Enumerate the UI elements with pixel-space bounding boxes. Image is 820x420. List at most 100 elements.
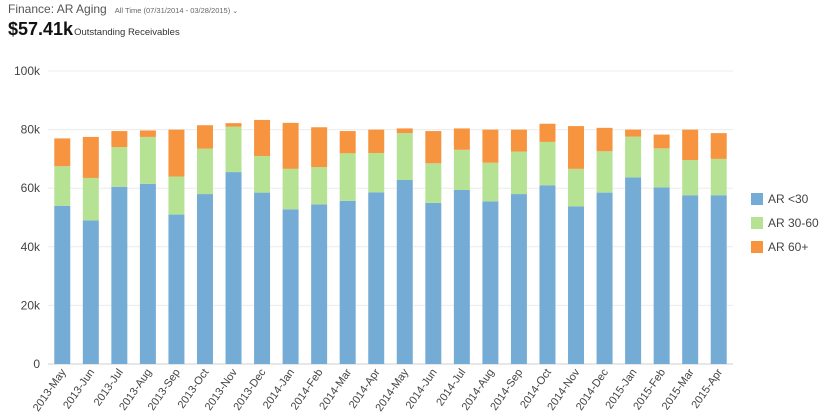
bar-segment[interactable] [282, 168, 299, 210]
bar-segment[interactable] [453, 128, 470, 150]
bar-segment[interactable] [82, 136, 99, 178]
bar-stack[interactable] [539, 123, 556, 364]
bar-segment[interactable] [196, 148, 213, 195]
bar-segment[interactable] [139, 183, 156, 364]
bar-segment[interactable] [311, 167, 328, 205]
bar-segment[interactable] [653, 187, 670, 364]
bar-segment[interactable] [682, 160, 699, 196]
bar-segment[interactable] [254, 119, 271, 156]
bar-stack[interactable] [682, 129, 699, 364]
bar-segment[interactable] [682, 195, 699, 364]
bar-stack[interactable] [111, 131, 128, 364]
bar-segment[interactable] [682, 129, 699, 161]
bar-segment[interactable] [311, 127, 328, 168]
bar-stack[interactable] [396, 128, 413, 364]
bar-segment[interactable] [282, 209, 299, 364]
bar-stack[interactable] [425, 131, 442, 364]
bar-segment[interactable] [368, 153, 385, 193]
bar-segment[interactable] [596, 127, 613, 152]
bar-segment[interactable] [368, 129, 385, 154]
bar-segment[interactable] [596, 192, 613, 364]
bar-segment[interactable] [225, 123, 242, 127]
bar-stack[interactable] [254, 119, 271, 364]
bar-segment[interactable] [396, 133, 413, 180]
legend-item[interactable]: AR 30-60 [751, 216, 819, 230]
bar-segment[interactable] [425, 131, 442, 164]
bar-segment[interactable] [568, 126, 585, 169]
bar-stack[interactable] [225, 123, 242, 364]
bar-stack[interactable] [710, 133, 727, 364]
bar-stack[interactable] [482, 129, 499, 364]
bar-segment[interactable] [168, 129, 185, 177]
bar-segment[interactable] [510, 194, 527, 364]
bar-segment[interactable] [225, 126, 242, 173]
bar-stack[interactable] [625, 129, 642, 364]
bar-stack[interactable] [568, 126, 585, 364]
bar-segment[interactable] [196, 194, 213, 364]
bar-segment[interactable] [111, 186, 128, 364]
bar-segment[interactable] [482, 129, 499, 163]
bar-segment[interactable] [196, 125, 213, 149]
bar-segment[interactable] [568, 168, 585, 207]
bar-stack[interactable] [339, 131, 356, 364]
bar-stack[interactable] [196, 125, 213, 364]
bar-stack[interactable] [311, 127, 328, 364]
legend-item[interactable]: AR 60+ [751, 240, 808, 254]
bar-segment[interactable] [254, 155, 271, 193]
bar-segment[interactable] [168, 214, 185, 364]
bar-segment[interactable] [139, 136, 156, 184]
bar-segment[interactable] [339, 153, 356, 201]
bar-stack[interactable] [139, 130, 156, 364]
bar-segment[interactable] [54, 138, 71, 167]
bar-segment[interactable] [596, 151, 613, 193]
bar-segment[interactable] [625, 136, 642, 178]
bar-segment[interactable] [453, 149, 470, 190]
bar-segment[interactable] [339, 131, 356, 154]
bar-segment[interactable] [368, 192, 385, 364]
bar-segment[interactable] [396, 179, 413, 364]
bar-segment[interactable] [568, 206, 585, 364]
bar-stack[interactable] [510, 129, 527, 364]
bar-segment[interactable] [710, 158, 727, 196]
bar-segment[interactable] [282, 122, 299, 169]
bar-stack[interactable] [453, 128, 470, 364]
bar-segment[interactable] [396, 128, 413, 134]
bar-segment[interactable] [539, 185, 556, 364]
bar-segment[interactable] [539, 141, 556, 186]
bar-segment[interactable] [539, 123, 556, 142]
bar-segment[interactable] [710, 133, 727, 159]
bar-segment[interactable] [54, 205, 71, 364]
bar-segment[interactable] [339, 200, 356, 364]
bar-segment[interactable] [54, 166, 71, 206]
bar-segment[interactable] [425, 202, 442, 364]
bar-stack[interactable] [368, 129, 385, 364]
bar-segment[interactable] [510, 129, 527, 152]
bar-stack[interactable] [653, 134, 670, 364]
bar-segment[interactable] [168, 176, 185, 215]
bar-stack[interactable] [54, 138, 71, 364]
bar-segment[interactable] [225, 172, 242, 364]
bar-segment[interactable] [82, 220, 99, 364]
bar-segment[interactable] [139, 130, 156, 137]
bar-stack[interactable] [82, 136, 99, 364]
bar-segment[interactable] [482, 162, 499, 202]
bar-segment[interactable] [710, 195, 727, 364]
bar-segment[interactable] [82, 177, 99, 221]
bar-segment[interactable] [625, 129, 642, 137]
legend-item[interactable]: AR <30 [751, 192, 809, 206]
bar-segment[interactable] [453, 189, 470, 364]
date-range-selector[interactable]: All Time (07/31/2014 - 03/28/2015) ⌄ [115, 6, 238, 15]
bar-segment[interactable] [111, 147, 128, 187]
bar-segment[interactable] [254, 192, 271, 364]
bar-segment[interactable] [111, 131, 128, 148]
bar-segment[interactable] [510, 151, 527, 195]
bar-segment[interactable] [311, 204, 328, 364]
bar-segment[interactable] [653, 148, 670, 188]
bar-segment[interactable] [625, 177, 642, 364]
bar-stack[interactable] [168, 129, 185, 364]
bar-stack[interactable] [596, 127, 613, 364]
bar-segment[interactable] [482, 201, 499, 364]
bar-stack[interactable] [282, 122, 299, 364]
bar-segment[interactable] [425, 163, 442, 203]
bar-segment[interactable] [653, 134, 670, 149]
